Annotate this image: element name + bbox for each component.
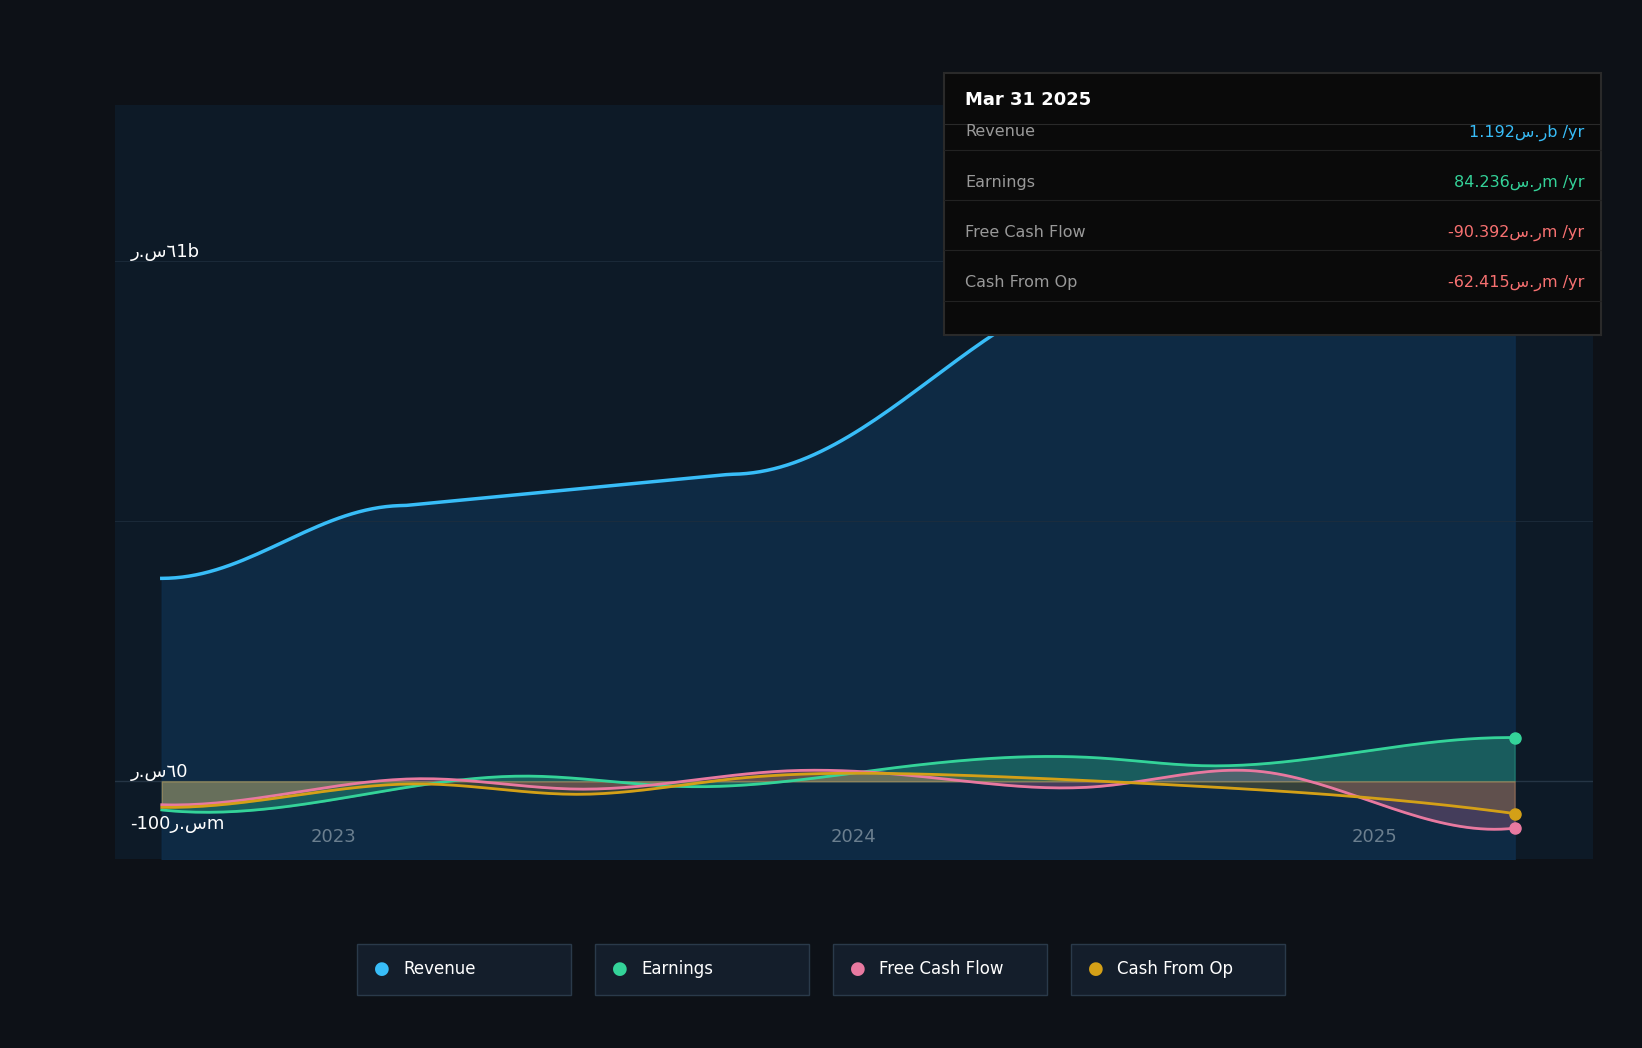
Text: ر.س٦1b: ر.س٦1b (131, 243, 200, 261)
Text: ●: ● (851, 960, 865, 979)
Text: 2024: 2024 (831, 828, 877, 847)
Text: Revenue: Revenue (402, 960, 476, 979)
Text: 2025: 2025 (1351, 828, 1397, 847)
Text: 84.236س.رm /yr: 84.236س.رm /yr (1455, 175, 1585, 191)
Text: 2023: 2023 (310, 828, 356, 847)
Text: Cash From Op: Cash From Op (1118, 960, 1233, 979)
Text: Cash From Op: Cash From Op (965, 276, 1077, 290)
Text: Past: Past (1460, 136, 1494, 154)
Text: -90.392س.رm /yr: -90.392س.رm /yr (1448, 225, 1585, 241)
Text: Free Cash Flow: Free Cash Flow (880, 960, 1003, 979)
Text: Earnings: Earnings (965, 175, 1036, 190)
Text: Revenue: Revenue (965, 125, 1036, 139)
Text: -100ر.سm: -100ر.سm (131, 815, 225, 833)
Text: Earnings: Earnings (642, 960, 713, 979)
Text: ●: ● (1089, 960, 1103, 979)
Text: ●: ● (612, 960, 627, 979)
Text: ر.س٦0: ر.س٦0 (131, 763, 189, 782)
Text: Mar 31 2025: Mar 31 2025 (965, 91, 1092, 109)
Text: -62.415س.رm /yr: -62.415س.رm /yr (1448, 276, 1585, 291)
Text: Free Cash Flow: Free Cash Flow (965, 225, 1085, 240)
Text: 1.192س.رb /yr: 1.192س.رb /yr (1470, 125, 1585, 140)
Text: ●: ● (373, 960, 389, 979)
